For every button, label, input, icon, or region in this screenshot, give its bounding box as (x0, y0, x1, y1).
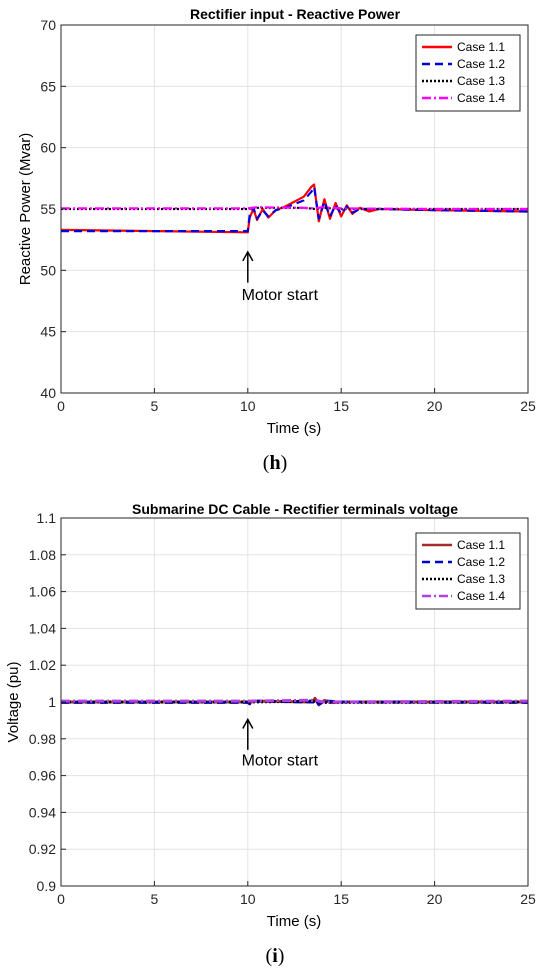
x-axis-label: Time (s) (267, 420, 321, 437)
x-tick-label: 15 (333, 398, 349, 414)
annotation-arrowhead (242, 250, 254, 262)
annotation-arrowhead (242, 717, 254, 729)
annotation-text: Motor start (242, 752, 319, 769)
x-tick-label: 5 (151, 891, 159, 907)
legend: Case 1.1 Case 1.2 Case 1.3 Case 1.4 (415, 34, 521, 112)
y-tick-label: 70 (40, 17, 56, 33)
x-tick-label: 10 (240, 891, 256, 907)
legend-label: Case 1.2 (457, 555, 505, 569)
ticks: 0 5 10 15 20 25 0.9 0.92 0.94 0.96 0.98 1 1.02 1.04 1.… (29, 510, 536, 907)
chart-title: Rectifier input - Reactive Power (190, 6, 401, 22)
y-tick-label: 1.1 (37, 510, 57, 526)
x-tick-label: 0 (57, 398, 65, 414)
legend-label: Case 1.4 (457, 589, 505, 603)
x-tick-label: 25 (520, 891, 536, 907)
y-tick-label: 55 (40, 201, 56, 217)
series-line-case-1 (60, 183, 529, 234)
series-group (61, 696, 529, 707)
series-group (60, 183, 529, 234)
y-tick-label: 0.98 (29, 731, 56, 747)
y-tick-label: 60 (40, 140, 56, 156)
y-tick-label: 0.94 (29, 804, 56, 820)
legend: Case 1.1 Case 1.2 Case 1.3 Case 1.4 (415, 532, 521, 610)
annotation-text: Motor start (242, 287, 319, 304)
y-tick-label: 1 (48, 694, 56, 710)
rectifier-voltage-chart: Submarine DC Cable - Rectifier terminals… (5, 501, 536, 930)
chart-title: Submarine DC Cable - Rectifier terminals… (132, 501, 458, 517)
panel-label-i: (i) (265, 945, 285, 967)
legend-label: Case 1.1 (457, 538, 505, 552)
panel-label-h: (h) (262, 452, 288, 474)
x-tick-label: 25 (520, 398, 536, 414)
x-tick-label: 20 (427, 891, 443, 907)
y-axis-label: Reactive Power (Mvar) (17, 133, 34, 286)
y-tick-label: 40 (40, 385, 56, 401)
y-tick-label: 65 (40, 78, 56, 94)
y-axis-label: Voltage (pu) (5, 662, 22, 743)
ticks: 0 5 10 15 20 25 40 45 50 55 60 65 70 (40, 17, 536, 414)
x-tick-label: 0 (57, 891, 65, 907)
motor-start-annotation: Motor start (242, 250, 319, 304)
legend-label: Case 1.3 (457, 74, 505, 88)
y-tick-label: 1.02 (29, 657, 56, 673)
x-tick-label: 10 (240, 398, 256, 414)
y-tick-label: 0.96 (29, 768, 56, 784)
series-line-case-4 (61, 206, 528, 211)
y-tick-label: 45 (40, 324, 56, 340)
y-tick-label: 50 (40, 262, 56, 278)
legend-label: Case 1.4 (457, 91, 505, 105)
x-tick-label: 5 (151, 398, 159, 414)
y-tick-label: 0.9 (37, 878, 57, 894)
motor-start-annotation: Motor start (242, 717, 319, 769)
x-axis-label: Time (s) (267, 913, 321, 930)
legend-label: Case 1.3 (457, 572, 505, 586)
series-line-case-2 (61, 185, 529, 233)
legend-label: Case 1.1 (457, 40, 505, 54)
series-line-case-4 (61, 698, 529, 704)
y-tick-label: 1.06 (29, 584, 56, 600)
y-tick-label: 1.08 (29, 547, 56, 563)
y-tick-label: 1.04 (29, 620, 56, 636)
x-tick-label: 20 (427, 398, 443, 414)
y-tick-label: 0.92 (29, 841, 56, 857)
reactive-power-chart: Rectifier input - Reactive Power 0 5 10 15 2… (17, 6, 536, 437)
x-tick-label: 15 (333, 891, 349, 907)
legend-label: Case 1.2 (457, 57, 505, 71)
